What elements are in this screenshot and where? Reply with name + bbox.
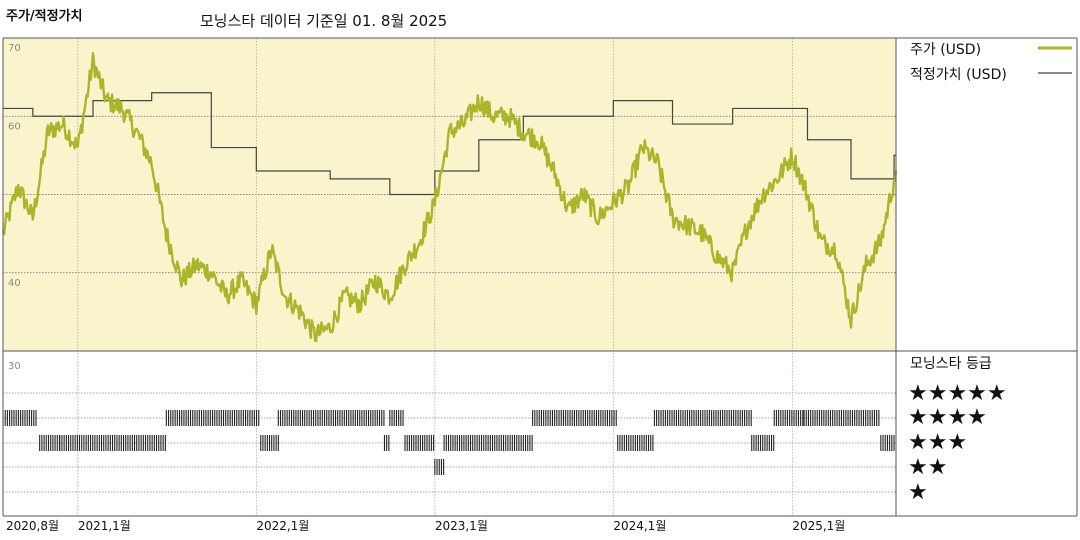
rating-5-stars: ★★★★★ (908, 381, 1007, 406)
rating-bar-12 (617, 435, 654, 451)
x-tick-label-0: 2020,8월 (6, 519, 59, 533)
rating-bar-7 (389, 410, 404, 426)
x-tick-label-4: 2024,1월 (613, 519, 666, 533)
rating-bar-17 (880, 435, 895, 451)
y-axis-ticks: 70 60 40 30 (8, 43, 21, 372)
rating-legend-title: 모닝스타 등급 (910, 356, 992, 372)
x-tick-label-3: 2023,1월 (435, 519, 488, 533)
rating-bar-2 (59, 435, 166, 451)
rating-bar-14 (751, 435, 775, 451)
price-line (1, 52, 898, 343)
rating-1-star: ★ (908, 480, 928, 505)
legend-fair-label: 적정가치 (USD) (910, 67, 1007, 83)
y-tick-label-3: 30 (8, 361, 21, 372)
x-axis-ticks: 2020,8월 2021,1월 2022,1월 2023,1월 2024,1월 2025,… (6, 519, 845, 533)
rating-bar-6 (383, 435, 390, 451)
x-tick-label-5: 2025,1월 (792, 519, 845, 533)
rating-3-stars: ★★★ (908, 430, 967, 455)
y-tick-label-0: 70 (8, 43, 21, 54)
rating-bar-9 (434, 459, 445, 475)
rating-bar-1 (39, 435, 61, 451)
chart-title: 주가/적정가치 (6, 8, 83, 24)
chart-subtitle: 모닝스타 데이터 기준일 01. 8월 2025 (200, 12, 447, 30)
y-tick-label-1: 60 (8, 121, 21, 132)
rating-plot-area (3, 351, 896, 516)
rating-bars (2, 410, 895, 475)
legend-price-label: 주가 (USD) (910, 42, 981, 58)
rating-4-stars: ★★★★ (908, 405, 987, 430)
rating-bar-13 (653, 410, 752, 426)
fair-value-line (3, 92, 896, 196)
legend-panel (896, 38, 1077, 516)
rating-bar-16 (803, 410, 880, 426)
rating-2-stars: ★★ (908, 455, 947, 480)
rating-bar-8 (404, 435, 435, 451)
rating-bar-10 (443, 435, 533, 451)
rating-bar-4 (260, 435, 279, 451)
y-tick-label-2: 40 (8, 278, 21, 289)
rating-bar-11 (532, 410, 617, 426)
x-tick-label-2: 2022,1월 (256, 519, 309, 533)
rating-bar-3 (165, 410, 260, 426)
rating-bar-5 (277, 410, 385, 426)
series-lines (1, 52, 898, 343)
rating-bar-15 (773, 410, 804, 426)
x-tick-label-1: 2021,1월 (78, 519, 131, 533)
